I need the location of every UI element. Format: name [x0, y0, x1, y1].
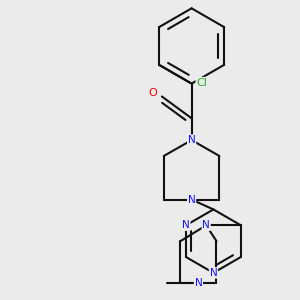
Text: N: N	[195, 278, 202, 288]
Text: N: N	[202, 220, 210, 230]
Text: N: N	[188, 135, 196, 145]
Text: N: N	[188, 194, 196, 205]
Text: Cl: Cl	[196, 78, 207, 88]
Text: O: O	[148, 88, 157, 98]
Text: N: N	[209, 268, 217, 278]
Text: N: N	[182, 220, 190, 230]
